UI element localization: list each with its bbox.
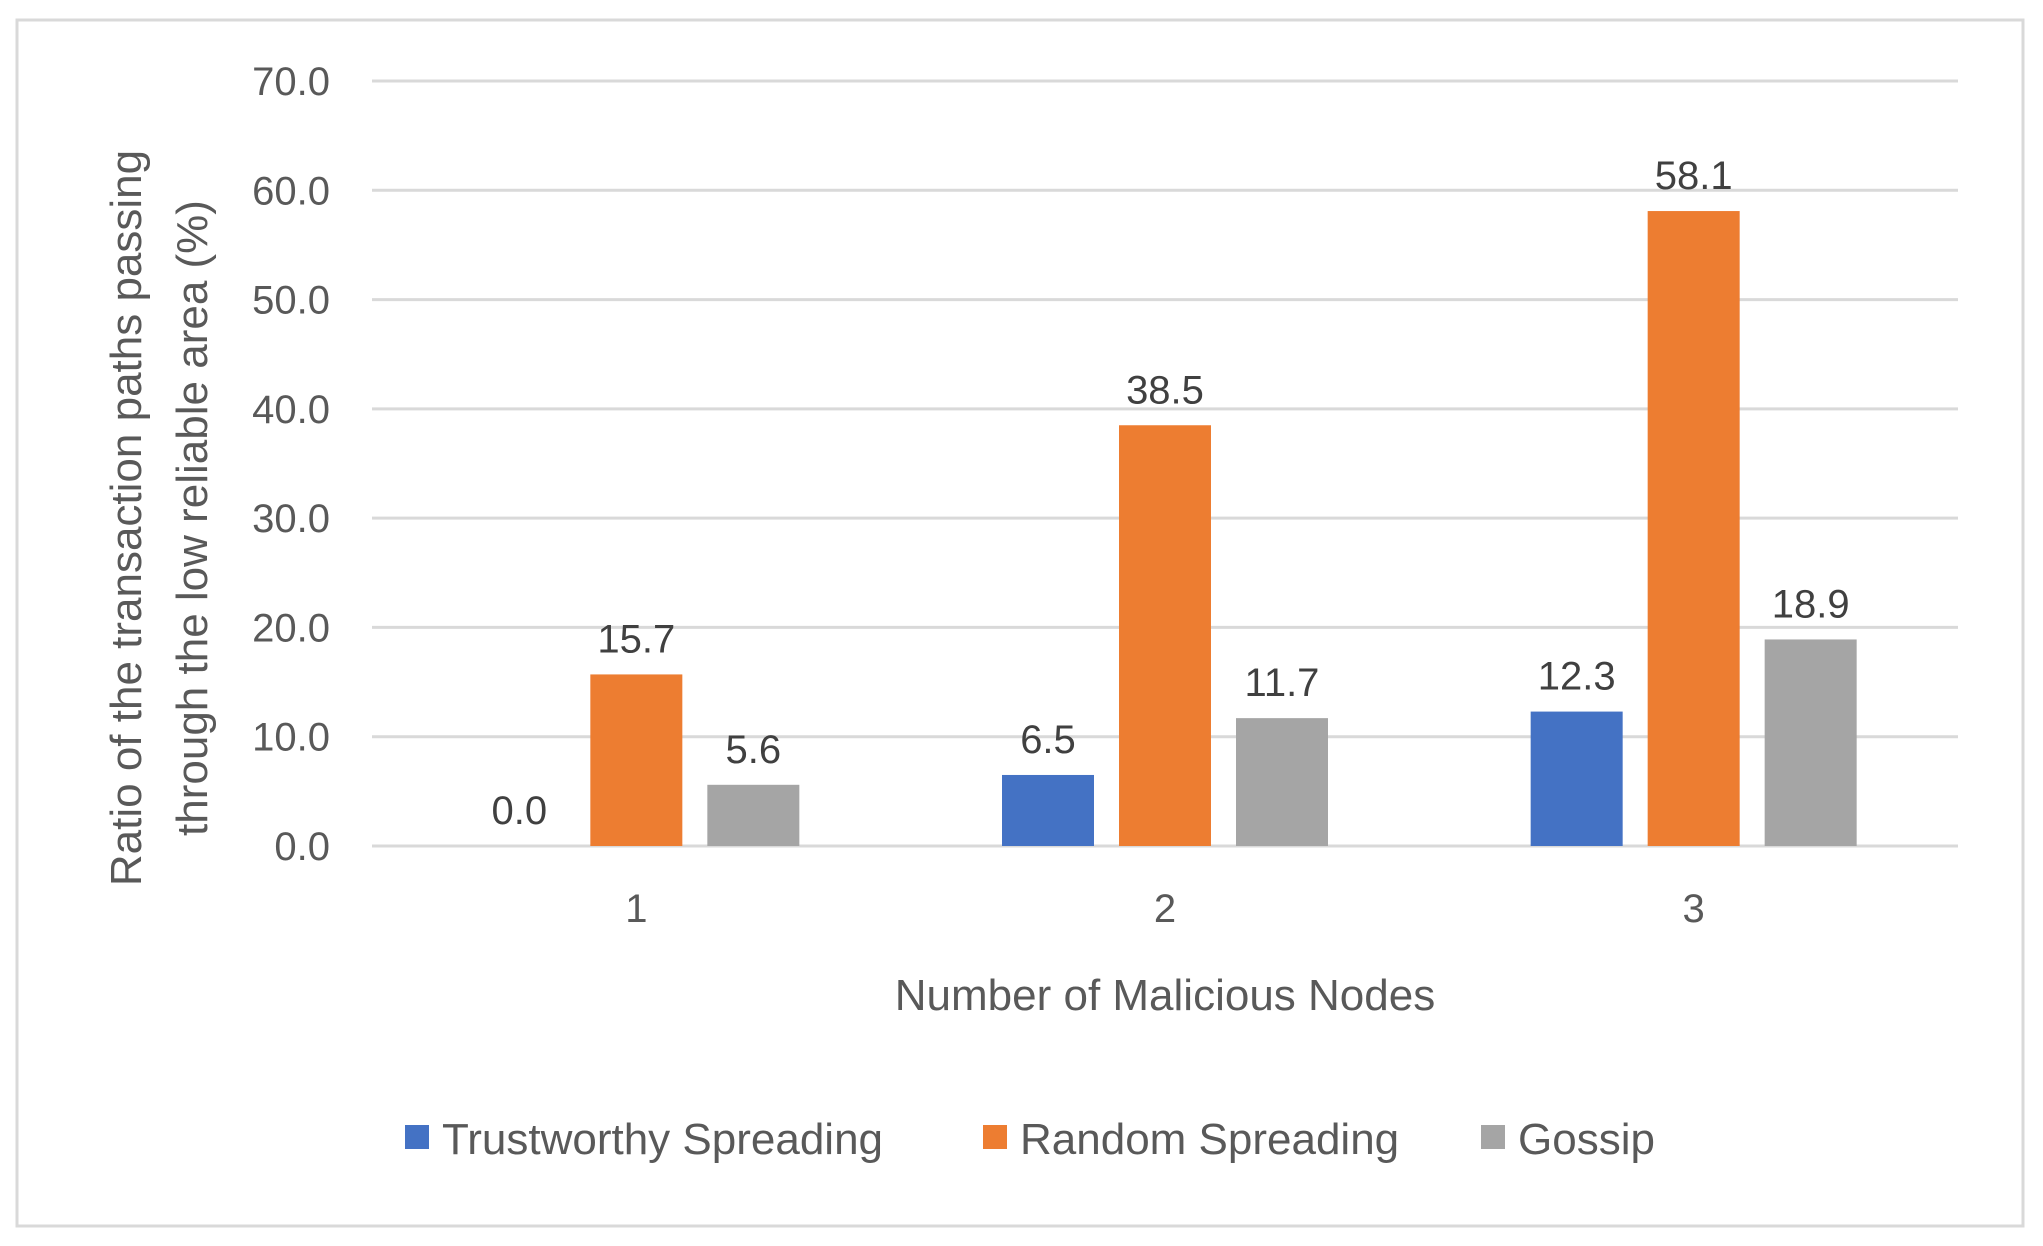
data-label-gossip-3: 18.9 (1772, 582, 1850, 626)
bar-trustworthy-spreading-2 (1002, 774, 1094, 846)
y-tick-label: 70.0 (252, 60, 330, 104)
y-tick-label: 30.0 (252, 497, 330, 541)
legend-label-gossip: Gossip (1518, 1115, 1655, 1164)
bar-random-spreading-2 (1119, 425, 1211, 846)
bar-gossip-1 (707, 784, 800, 846)
data-label-trustworthy-spreading-2: 6.5 (1020, 718, 1076, 762)
x-axis-ticks: 1 2 3 (625, 887, 1705, 931)
legend-swatch-random-spreading (983, 1125, 1007, 1149)
legend: Trustworthy Spreading Random Spreading G… (405, 1115, 1655, 1164)
y-tick-label: 50.0 (252, 279, 330, 323)
y-axis-ticks: 0.0 10.0 20.0 30.0 40.0 50.0 60.0 70.0 (252, 60, 330, 869)
y-tick-label: 10.0 (252, 716, 330, 760)
data-label-gossip-1: 5.6 (726, 728, 782, 772)
bars (590, 211, 1857, 847)
bar-gossip-2 (1236, 718, 1328, 846)
y-tick-label: 40.0 (252, 388, 330, 432)
y-axis-title-line1: Ratio of the transaction paths passing (102, 150, 151, 886)
data-label-random-spreading-1: 15.7 (597, 617, 675, 661)
legend-label-trustworthy-spreading: Trustworthy Spreading (442, 1115, 883, 1164)
data-label-trustworthy-spreading-3: 12.3 (1538, 655, 1616, 699)
legend-label-random-spreading: Random Spreading (1020, 1115, 1399, 1164)
y-axis-title-line2: through the low reliable area (%) (168, 200, 217, 836)
x-tick-label: 3 (1683, 887, 1705, 931)
data-label-random-spreading-3: 58.1 (1655, 154, 1733, 198)
legend-swatch-gossip (1481, 1125, 1505, 1149)
y-tick-label: 20.0 (252, 606, 330, 650)
legend-swatch-trustworthy-spreading (405, 1125, 429, 1149)
data-label-random-spreading-2: 38.5 (1126, 368, 1204, 412)
data-label-gossip-2: 11.7 (1245, 661, 1320, 705)
bar-random-spreading-3 (1647, 211, 1740, 847)
bar-trustworthy-spreading-3 (1530, 711, 1623, 846)
y-tick-label: 60.0 (252, 169, 330, 213)
data-labels: 0.0 15.7 5.6 6.5 38.5 11.7 12.3 58.1 18.9 (492, 154, 1850, 833)
x-tick-label: 1 (625, 887, 647, 931)
data-label-trustworthy-spreading-1: 0.0 (492, 789, 548, 833)
x-axis-title: Number of Malicious Nodes (895, 971, 1435, 1020)
bar-random-spreading-1 (590, 674, 683, 846)
y-tick-label: 0.0 (274, 825, 330, 869)
bar-gossip-3 (1764, 639, 1857, 846)
x-tick-label: 2 (1154, 887, 1176, 931)
